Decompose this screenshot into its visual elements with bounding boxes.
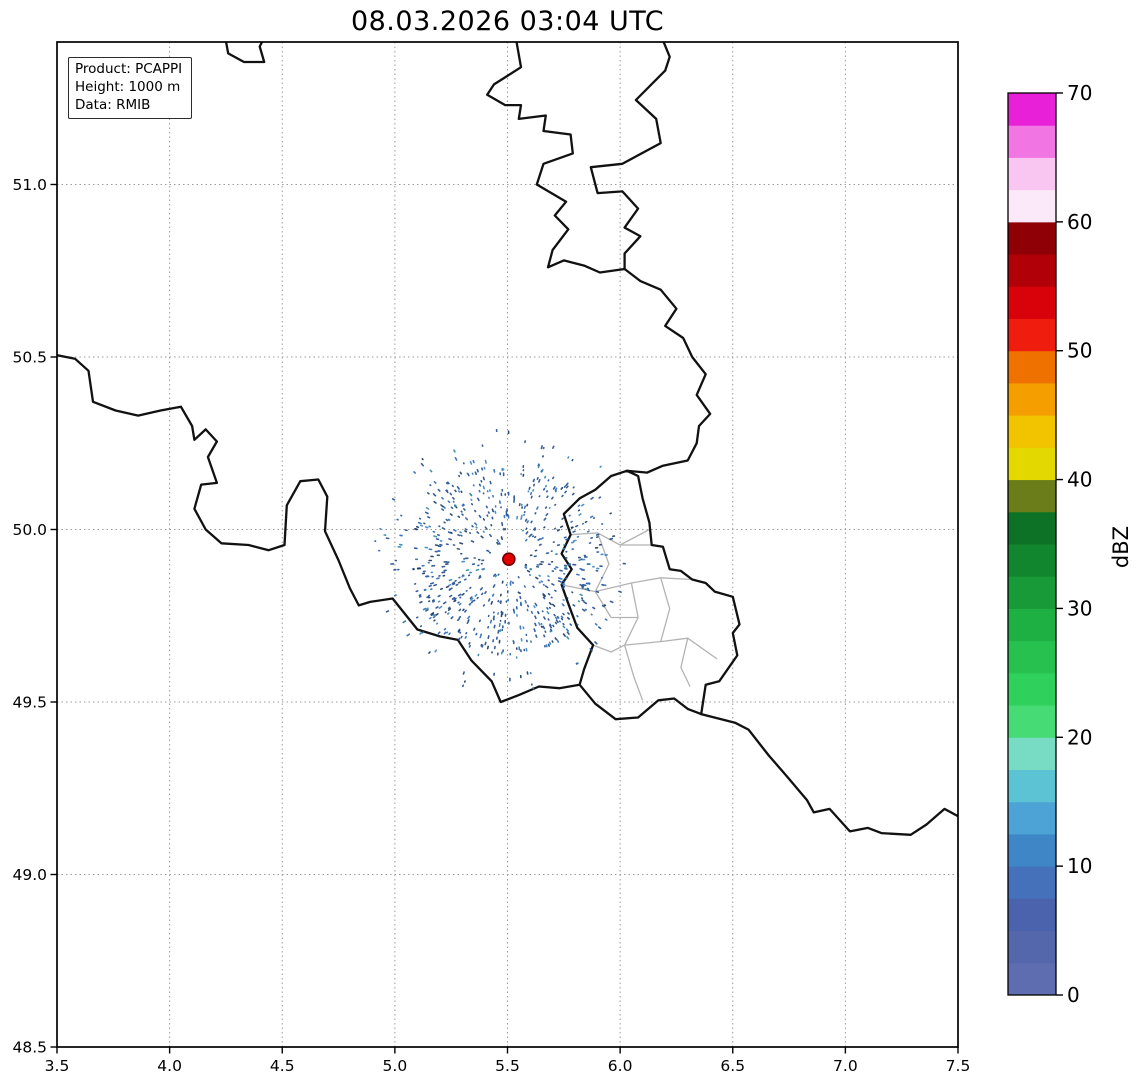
colorbar-tick-label: 40 bbox=[1067, 468, 1092, 492]
colorbar-segment bbox=[1008, 318, 1056, 352]
country-border bbox=[224, 42, 266, 64]
colorbar-segment bbox=[1008, 930, 1056, 964]
y-tick-label: 51.0 bbox=[12, 176, 47, 194]
region-border bbox=[660, 577, 671, 642]
echo-speckles-layer bbox=[412, 430, 616, 683]
annotation-height: Height: 1000 m bbox=[75, 78, 181, 95]
echo-speckles-layer bbox=[374, 429, 626, 688]
colorbar-tick-label: 50 bbox=[1067, 339, 1092, 363]
echo-speckles-layer bbox=[378, 457, 608, 675]
region-border bbox=[623, 582, 639, 677]
colorbar-segment bbox=[1008, 415, 1056, 448]
colorbar-segment bbox=[1008, 286, 1056, 319]
colorbar-tick-label: 70 bbox=[1067, 81, 1092, 105]
country-border bbox=[57, 354, 581, 704]
annotation-box: Product: PCAPPI Height: 1000 m Data: RMI… bbox=[68, 57, 193, 120]
colorbar-segment bbox=[1008, 189, 1056, 223]
x-tick-label: 5.5 bbox=[495, 1057, 520, 1075]
region-border bbox=[680, 638, 691, 687]
colorbar-segment bbox=[1008, 350, 1056, 384]
colorbar-segment bbox=[1008, 769, 1056, 803]
colorbar-segment bbox=[1008, 157, 1056, 191]
map-layer bbox=[57, 42, 958, 1047]
x-tick-label: 4.5 bbox=[270, 1057, 295, 1075]
colorbar-segment bbox=[1008, 737, 1056, 770]
country-border bbox=[623, 267, 712, 474]
colorbar-segment bbox=[1008, 898, 1056, 932]
colorbar-segment bbox=[1008, 221, 1056, 255]
colorbar-segment bbox=[1008, 608, 1056, 642]
y-tick-label: 49.5 bbox=[12, 693, 47, 711]
colorbar-segment bbox=[1008, 866, 1056, 899]
colorbar-tick-label: 20 bbox=[1067, 725, 1092, 749]
colorbar-segment bbox=[1008, 962, 1056, 996]
region-border bbox=[592, 637, 718, 660]
x-tick-label: 4.0 bbox=[157, 1057, 182, 1075]
figure-title: 08.03.2026 03:04 UTC bbox=[350, 6, 665, 37]
x-tick-label: 6.0 bbox=[608, 1057, 633, 1075]
colorbar-tick-label: 10 bbox=[1067, 854, 1092, 878]
colorbar-segment bbox=[1008, 382, 1056, 416]
region-border bbox=[570, 528, 650, 546]
colorbar-tick-label: 30 bbox=[1067, 596, 1092, 620]
country-border bbox=[486, 42, 626, 274]
y-tick-label: 48.5 bbox=[12, 1039, 47, 1057]
colorbar-axis-label: dBZ bbox=[1109, 525, 1133, 569]
echo-speckles-layer bbox=[383, 449, 591, 657]
colorbar-segment bbox=[1008, 801, 1056, 835]
colorbar-segment bbox=[1008, 254, 1056, 287]
colorbar-segment bbox=[1008, 447, 1056, 481]
y-tick-label: 50.5 bbox=[12, 348, 47, 366]
y-tick-label: 50.0 bbox=[12, 521, 47, 539]
country-border bbox=[560, 469, 741, 721]
x-tick-label: 7.0 bbox=[833, 1057, 858, 1075]
region-border bbox=[632, 675, 644, 701]
region-border bbox=[594, 532, 612, 618]
x-tick-label: 3.5 bbox=[45, 1057, 70, 1075]
country-border bbox=[589, 42, 671, 271]
colorbar-segment bbox=[1008, 705, 1056, 738]
colorbar-segment bbox=[1008, 479, 1056, 513]
colorbar-segment bbox=[1008, 125, 1056, 158]
colorbar-segment bbox=[1008, 576, 1056, 609]
x-tick-label: 7.5 bbox=[946, 1057, 971, 1075]
colorbar-tick-label: 0 bbox=[1067, 983, 1080, 1007]
x-tick-label: 6.5 bbox=[720, 1057, 745, 1075]
y-tick-label: 49.0 bbox=[12, 866, 47, 884]
colorbar-segment bbox=[1008, 672, 1056, 706]
colorbar-tick-label: 60 bbox=[1067, 210, 1092, 234]
colorbar-segment bbox=[1008, 511, 1056, 545]
echo-speckles-layer bbox=[397, 456, 604, 690]
country-border bbox=[700, 712, 958, 836]
annotation-product: Product: PCAPPI bbox=[75, 61, 183, 77]
colorbar-segment bbox=[1008, 544, 1056, 577]
colorbar-segment bbox=[1008, 833, 1056, 867]
x-tick-label: 5.0 bbox=[383, 1057, 408, 1075]
plot-frame bbox=[56, 41, 959, 1048]
annotation-data-source: Data: RMIB bbox=[75, 96, 151, 113]
colorbar-outline bbox=[1007, 92, 1057, 996]
colorbar-segment bbox=[1008, 640, 1056, 674]
radar-site-marker bbox=[502, 552, 516, 566]
colorbar-segment bbox=[1008, 93, 1056, 126]
